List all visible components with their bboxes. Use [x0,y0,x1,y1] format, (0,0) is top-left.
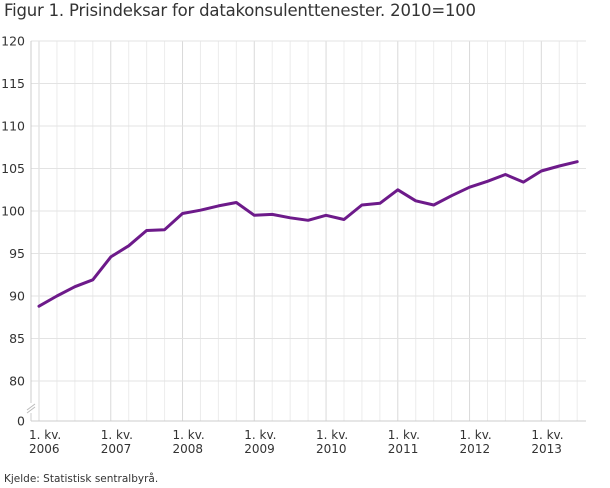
x-tick-label: 1. kv. [29,428,61,442]
y-axis-ticks: 0 80 85 90 95 100 105 110 115 120 [1,34,25,429]
source-note: Kjelde: Statistisk sentralbyrå. [4,473,159,485]
x-tick-label: 2010 [316,442,347,456]
x-tick-label: 2007 [101,442,132,456]
axis-break-icon [26,403,36,414]
x-tick-label: 2009 [244,442,275,456]
x-tick-label: 1. kv. [173,428,205,442]
axes [30,41,586,422]
x-tick-label: 1. kv. [388,428,420,442]
y-tick-label: 100 [1,204,25,219]
y-tick-label: 105 [1,161,25,176]
chart-title: Figur 1. Prisindeksar for datakonsulentt… [4,1,476,20]
grid-lines [31,40,586,421]
y-tick-label: 110 [1,119,25,134]
x-tick-label: 2011 [388,442,419,456]
x-tick-label: 2008 [173,442,204,456]
y-tick-label: 0 [17,414,25,429]
y-tick-label: 120 [1,34,25,49]
x-tick-label: 2012 [460,442,491,456]
y-tick-label: 85 [9,331,25,346]
y-tick-label: 90 [9,289,25,304]
x-tick-label: 1. kv. [460,428,492,442]
x-tick-label: 2013 [531,442,562,456]
x-tick-label: 2006 [29,442,60,456]
y-tick-label: 115 [1,76,25,91]
y-tick-label: 80 [9,374,25,389]
x-tick-label: 1. kv. [244,428,276,442]
data-line [37,160,579,308]
x-tick-label: 1. kv. [531,428,563,442]
x-tick-label: 1. kv. [316,428,348,442]
y-tick-label: 95 [9,246,25,261]
x-tick-label: 1. kv. [101,428,133,442]
